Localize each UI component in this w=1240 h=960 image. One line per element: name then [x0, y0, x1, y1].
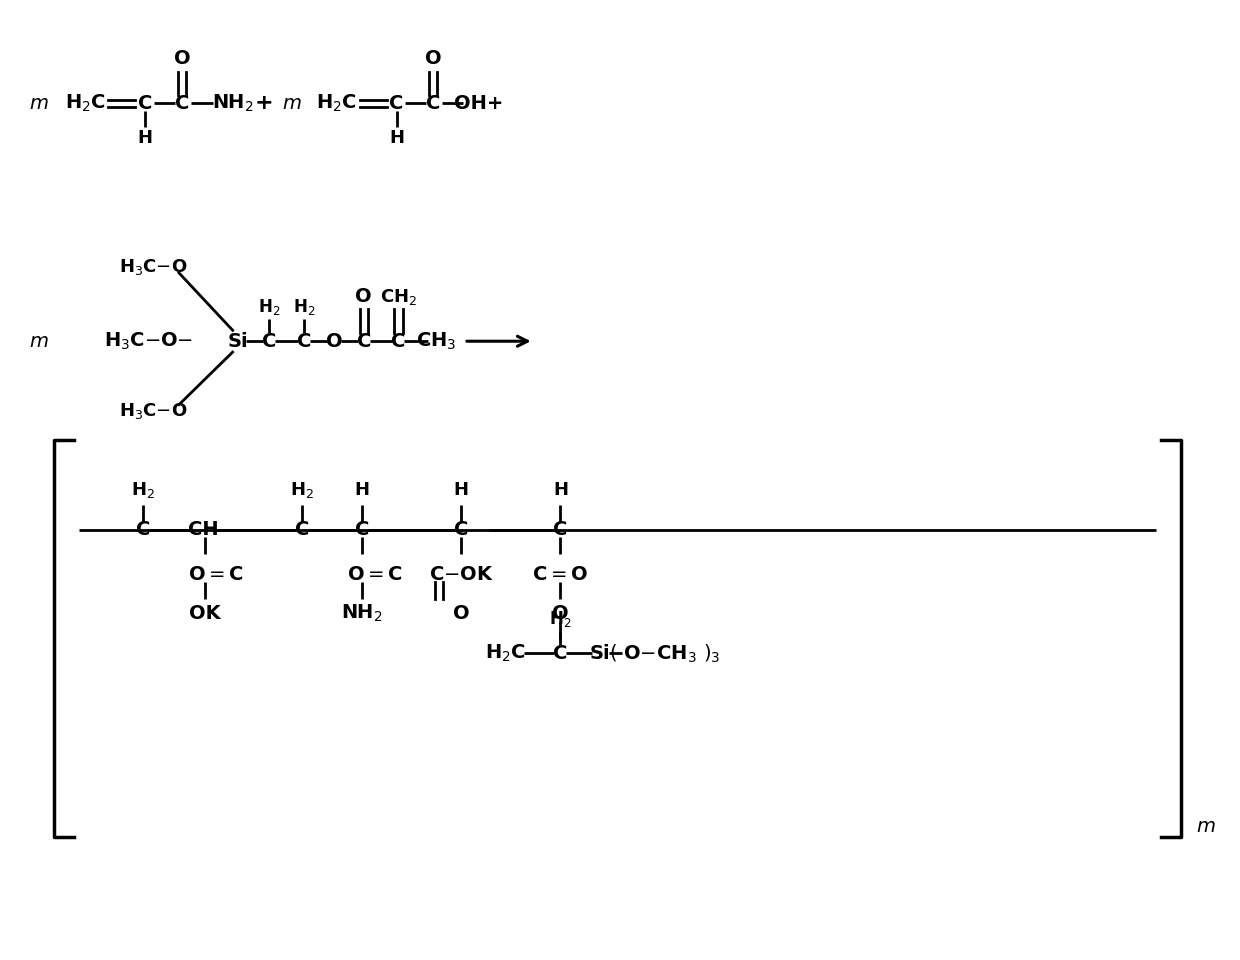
Text: H$_2$: H$_2$	[293, 297, 315, 317]
Text: O: O	[552, 605, 569, 623]
Text: $m$: $m$	[283, 94, 303, 112]
Text: H$_2$C: H$_2$C	[316, 93, 357, 114]
Text: H$_3$C$-$O: H$_3$C$-$O	[119, 257, 187, 276]
Text: C$-$OK: C$-$OK	[429, 564, 494, 584]
Text: H$_2$: H$_2$	[258, 297, 280, 317]
Text: C: C	[389, 94, 404, 112]
Text: C: C	[553, 644, 568, 663]
Text: H: H	[138, 129, 153, 147]
Text: $m$: $m$	[29, 94, 48, 112]
Text: $m$: $m$	[29, 332, 48, 350]
Text: C: C	[392, 332, 405, 350]
Text: C$=$O: C$=$O	[532, 564, 588, 584]
Text: C: C	[553, 520, 568, 540]
Text: C: C	[454, 520, 469, 540]
Text: O: O	[356, 287, 372, 306]
Text: C: C	[296, 332, 311, 350]
Text: CH: CH	[187, 520, 218, 540]
Text: O: O	[453, 605, 470, 623]
Text: $($ O$-$CH$_3$ $)_3$: $($ O$-$CH$_3$ $)_3$	[609, 642, 720, 664]
Text: H$_2$: H$_2$	[549, 609, 572, 629]
Text: NH$_2$: NH$_2$	[341, 603, 382, 624]
Text: NH$_2$: NH$_2$	[212, 93, 253, 114]
Text: O$=$C: O$=$C	[347, 564, 403, 584]
Text: H$_2$: H$_2$	[290, 480, 314, 500]
Text: OH+: OH+	[454, 94, 503, 112]
Text: H: H	[389, 129, 404, 147]
Text: H$_3$C$-$O$-$: H$_3$C$-$O$-$	[104, 330, 192, 352]
Text: CH$_3$: CH$_3$	[417, 330, 456, 352]
Text: Si: Si	[227, 332, 248, 350]
Text: H: H	[454, 481, 469, 499]
Text: H$_3$C$-$O: H$_3$C$-$O	[119, 400, 187, 420]
Text: C: C	[427, 94, 440, 112]
Text: H: H	[553, 481, 568, 499]
Text: O: O	[326, 332, 342, 350]
Text: C: C	[357, 332, 371, 350]
Text: C: C	[138, 94, 153, 112]
Text: H: H	[355, 481, 370, 499]
Text: O: O	[174, 49, 190, 68]
Text: C: C	[175, 94, 190, 112]
Text: O: O	[425, 49, 441, 68]
Text: CH$_2$: CH$_2$	[379, 287, 417, 306]
Text: Si: Si	[590, 644, 610, 663]
Text: C: C	[262, 332, 277, 350]
Text: O$=$C: O$=$C	[188, 564, 243, 584]
Text: C: C	[295, 520, 309, 540]
Text: H$_2$: H$_2$	[131, 480, 155, 500]
Text: $m$: $m$	[1197, 818, 1216, 836]
Text: H$_2$C: H$_2$C	[485, 643, 526, 664]
Text: C: C	[355, 520, 370, 540]
Text: OK: OK	[188, 605, 221, 623]
Text: C: C	[136, 520, 150, 540]
Text: H$_2$C: H$_2$C	[66, 93, 107, 114]
Text: +: +	[255, 93, 274, 113]
